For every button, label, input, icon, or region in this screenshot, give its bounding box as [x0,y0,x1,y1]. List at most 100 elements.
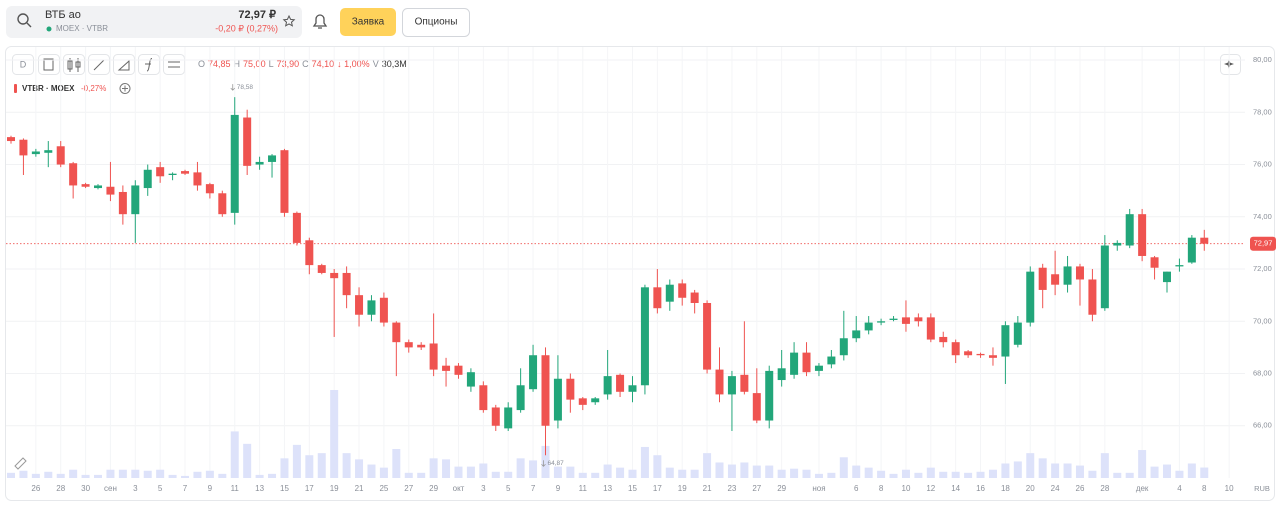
x-tick-label: 11 [579,484,588,493]
candle-body [839,338,848,356]
volume-bar [939,471,948,478]
volume-bar [81,474,90,478]
favorite-icon[interactable] [282,14,296,27]
candle-body [802,352,811,373]
y-tick-label: 76,00 [1253,160,1272,169]
candle-body [1100,245,1109,309]
extreme-arrow [230,84,236,91]
assistant-button[interactable] [1220,54,1241,75]
exchange: MOEX · VTBR [56,24,108,33]
volume-bar [1088,470,1097,478]
x-tick-label: 14 [951,484,960,493]
candle-body [230,114,239,213]
x-tick-label: 27 [404,484,413,493]
candle-body [317,265,326,273]
volume-bar [703,453,712,478]
y-tick-label: 66,00 [1253,421,1272,430]
candle-body [901,317,910,324]
settings-button[interactable] [163,54,185,75]
x-tick-label: 30 [81,484,90,493]
candle-body [118,191,127,215]
candle-body [156,167,165,177]
volume-bar [305,455,314,478]
search-box[interactable] [6,6,302,38]
volume-bar [491,471,500,478]
volume-bar [802,469,811,478]
x-tick-label: 27 [752,484,761,493]
x-tick-label: 25 [379,484,388,493]
candle-body [889,318,898,320]
volume-bar [7,472,15,478]
volume-bar [367,464,376,478]
volume-bar [355,459,364,478]
candle-body [1113,242,1122,246]
options-button[interactable] [402,8,470,37]
candle-body [1001,325,1010,357]
candle-body [280,150,289,213]
volume-bar [504,471,513,478]
candle-body [765,370,774,421]
candle-body [330,272,339,279]
candle-body [914,317,923,322]
extreme-label: 64,87 [547,460,564,467]
instrument-name: VTBR · MOEX [22,84,75,93]
candle-body [69,163,78,186]
shape-tool-button[interactable] [113,54,135,75]
volume-bar [479,463,488,478]
add-compare [122,85,128,92]
x-tick-label: 19 [678,484,687,493]
x-tick-label: 24 [1051,484,1060,493]
candle-body [653,287,662,309]
candle-body [1150,257,1159,268]
x-tick-label: 17 [653,484,662,493]
volume-bar [852,465,861,478]
volume-bar [1051,463,1060,478]
candle-body [205,184,214,194]
candle-body [740,374,749,392]
volume-bar [255,474,264,478]
candle-body [1051,274,1060,285]
x-tick-label: 15 [280,484,289,493]
ohlc-key: V [373,59,379,69]
ohlc-value: 74,10 [312,59,335,69]
volume-bar [1001,463,1010,478]
function-button[interactable] [138,54,160,75]
x-tick-label: 11 [231,484,240,493]
volume-bar [44,471,53,478]
volume-bar [1113,472,1122,478]
ticker-name: ВТБ ао [45,9,81,21]
order-button-label: Заявка [352,17,385,28]
order-button[interactable] [340,8,396,36]
candle-body [379,297,388,323]
ohlc-key: O [198,59,205,69]
volume-bar [56,473,65,478]
alert-icon[interactable] [312,14,328,29]
x-tick-label: 9 [208,484,213,493]
candle-body [218,193,227,215]
indicator-button[interactable] [38,54,60,75]
ruler-icon[interactable] [14,457,27,470]
chart-type-button[interactable] [63,54,85,75]
candle-body [81,184,90,187]
volume-bar [827,472,836,478]
candle-body [466,372,475,387]
volume-bar [740,462,749,478]
x-tick-label: 3 [481,484,486,493]
x-tick-label: 13 [603,484,612,493]
x-tick-label: 19 [330,484,339,493]
volume-bar [1150,466,1159,478]
volume-bar [317,453,326,478]
volume-bar [976,471,985,478]
price: 72,97 ₽ [238,9,276,21]
x-tick-label: 18 [1001,484,1010,493]
add-compare[interactable] [119,83,131,94]
candle-body [243,117,252,166]
candle-body [479,385,488,411]
line-tool-button[interactable] [88,54,110,75]
interval-button[interactable] [12,54,34,75]
ohlc-value: 73,90 [277,59,300,69]
y-tick-label: 74,00 [1253,212,1272,221]
candle-body [603,376,612,395]
candle-body [591,398,600,403]
extreme-arrow [541,460,546,467]
